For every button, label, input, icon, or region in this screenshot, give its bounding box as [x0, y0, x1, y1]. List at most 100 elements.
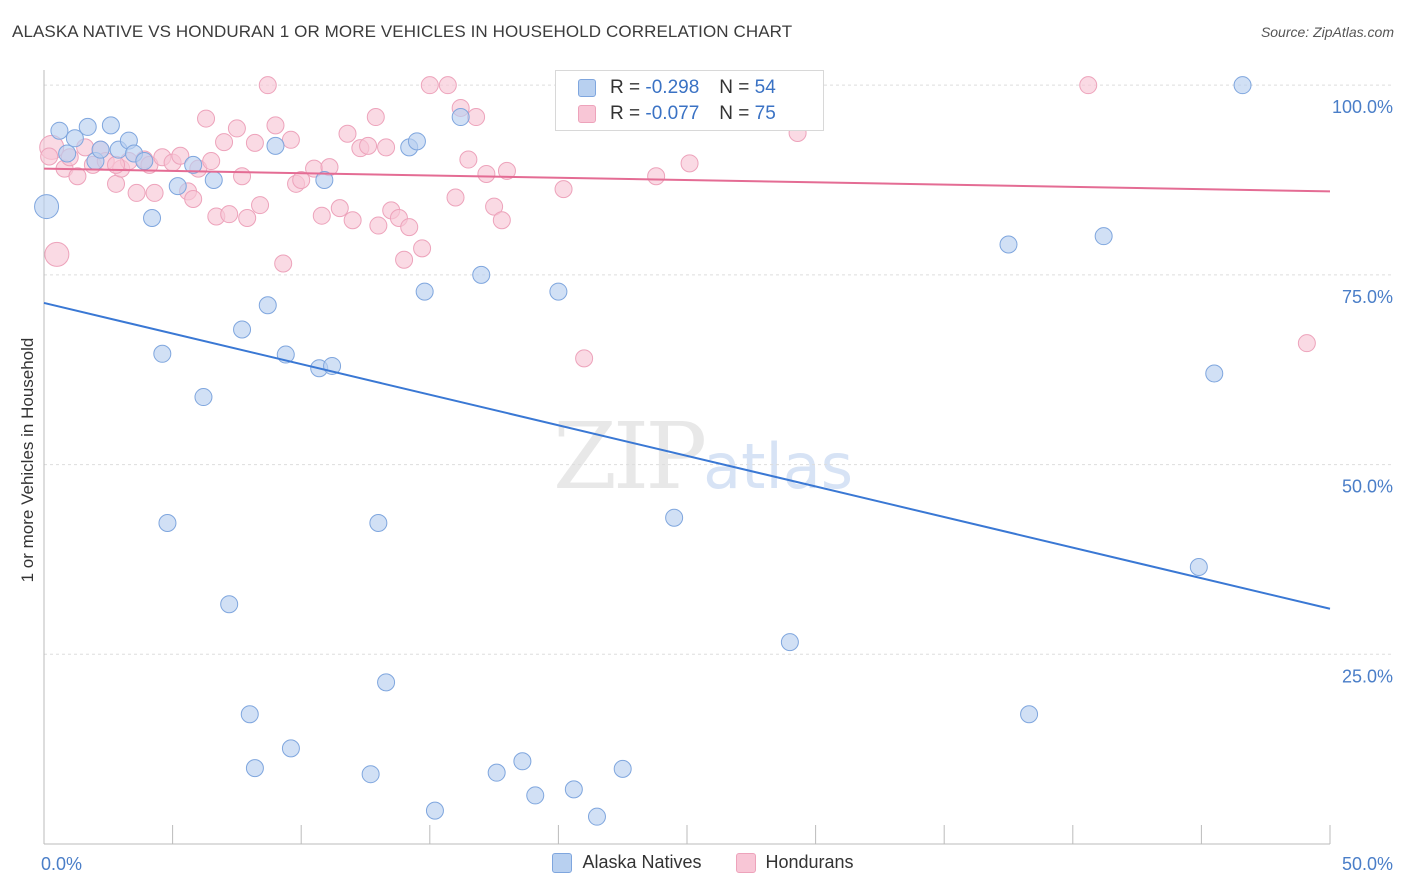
alaska-point: [204, 171, 223, 190]
alaska-point: [425, 801, 444, 820]
alaska-trendline: [43, 301, 1331, 610]
honduran-point: [202, 152, 221, 171]
alaska-point: [564, 780, 583, 799]
honduran-point: [369, 216, 388, 235]
x-tick-label-min: 0.0%: [41, 854, 82, 874]
honduran-trendline: [43, 167, 1331, 193]
alaska-point: [50, 121, 69, 140]
alaska-point: [513, 752, 532, 771]
honduran-point: [184, 190, 203, 208]
watermark-zip: ZIP: [553, 403, 707, 510]
honduran-point: [438, 76, 457, 95]
alaska-point: [999, 235, 1018, 254]
honduran-point: [330, 199, 349, 218]
alaska-point: [665, 508, 684, 527]
alaska-point: [168, 177, 187, 196]
honduran-point: [477, 164, 496, 183]
legend-label-alaska: Alaska Natives: [582, 852, 702, 872]
honduran-point: [233, 167, 252, 186]
honduran-point: [467, 108, 486, 127]
alaska-point: [184, 155, 203, 174]
legend-label-hondurans: Hondurans: [765, 852, 854, 872]
y-tick-label: 100.0%: [1332, 97, 1393, 117]
alaska-point: [101, 116, 120, 135]
tick-labels-layer: 25.0% 50.0% 75.0% 100.0% 0.0% 50.0%: [41, 97, 1393, 874]
alaska-point: [153, 344, 172, 363]
trend-layer: [43, 167, 1331, 610]
honduran-point: [400, 218, 419, 237]
honduran-point: [1297, 334, 1316, 353]
y-tick-label: 25.0%: [1342, 666, 1393, 686]
alaska-point: [369, 514, 388, 533]
honduran-point: [238, 208, 257, 227]
n-label: N =: [719, 77, 750, 98]
alaska-point: [266, 136, 285, 155]
honduran-point: [359, 136, 378, 155]
honduran-point: [420, 76, 439, 95]
alaska-point: [281, 739, 300, 758]
alaska-point: [377, 673, 396, 692]
honduran-point: [446, 188, 465, 207]
y-tick-label: 50.0%: [1342, 477, 1393, 497]
honduran-point: [171, 146, 190, 165]
alaska-point: [91, 140, 110, 159]
honduran-point: [40, 147, 59, 166]
stats-box: R = -0.298 N = 54 R = -0.077 N = 75: [555, 70, 824, 131]
honduran-point: [251, 196, 270, 215]
alaska-point: [487, 763, 506, 782]
alaska-point: [549, 282, 568, 301]
honduran-point: [575, 349, 594, 368]
alaska-point: [58, 144, 77, 163]
alaska-point: [361, 765, 380, 784]
alaska-point: [143, 208, 162, 227]
stats-row-honduran: R = -0.077 N = 75: [578, 102, 776, 126]
alaska-point: [258, 296, 277, 315]
alaska-point: [194, 388, 213, 407]
honduran-point: [258, 76, 277, 95]
honduran-point: [107, 174, 126, 193]
alaska-point: [65, 129, 84, 148]
alaska-point: [1189, 558, 1208, 577]
legend: Alaska Natives Hondurans: [0, 852, 1406, 873]
legend-item-alaska[interactable]: Alaska Natives: [552, 852, 702, 873]
honduran-point: [312, 206, 331, 225]
honduran-point: [292, 171, 311, 190]
source-label: Source: ZipAtlas.com: [1260, 24, 1394, 40]
honduran-point: [338, 124, 357, 143]
alaska-point: [780, 633, 799, 652]
honduran-point: [366, 108, 385, 127]
honduran-point: [281, 130, 300, 149]
honduran-point: [44, 241, 70, 267]
alaska-point: [587, 807, 606, 826]
stats-row-alaska: R = -0.298 N = 54: [578, 76, 776, 100]
alaska-point: [315, 171, 334, 190]
honduran-point: [492, 211, 511, 230]
r-value: -0.077: [645, 103, 700, 124]
alaska-point: [78, 117, 97, 136]
alaska-point: [34, 194, 60, 220]
honduran-point: [68, 167, 87, 186]
y-tick-label: 75.0%: [1342, 287, 1393, 307]
alaska-point: [472, 265, 491, 284]
honduran-point: [395, 250, 414, 269]
alaska-point: [451, 108, 470, 127]
n-value: 54: [754, 77, 776, 98]
honduran-point: [197, 109, 216, 128]
legend-item-hondurans[interactable]: Hondurans: [735, 852, 854, 873]
honduran-point: [554, 180, 573, 199]
alaska-point: [1205, 364, 1224, 383]
alaska-point: [135, 152, 154, 171]
honduran-point: [497, 161, 516, 180]
honduran-point: [215, 133, 234, 152]
honduran-point: [274, 254, 293, 273]
watermark: ZIPatlas: [553, 403, 853, 510]
alaska-point: [1094, 227, 1113, 246]
honduran-point: [413, 239, 432, 258]
honduran-point: [145, 183, 164, 202]
honduran-point: [220, 205, 239, 224]
alaska-swatch: [578, 79, 596, 97]
alaska-point: [240, 705, 259, 724]
honduran-point: [485, 197, 504, 216]
honduran-point: [647, 167, 666, 186]
